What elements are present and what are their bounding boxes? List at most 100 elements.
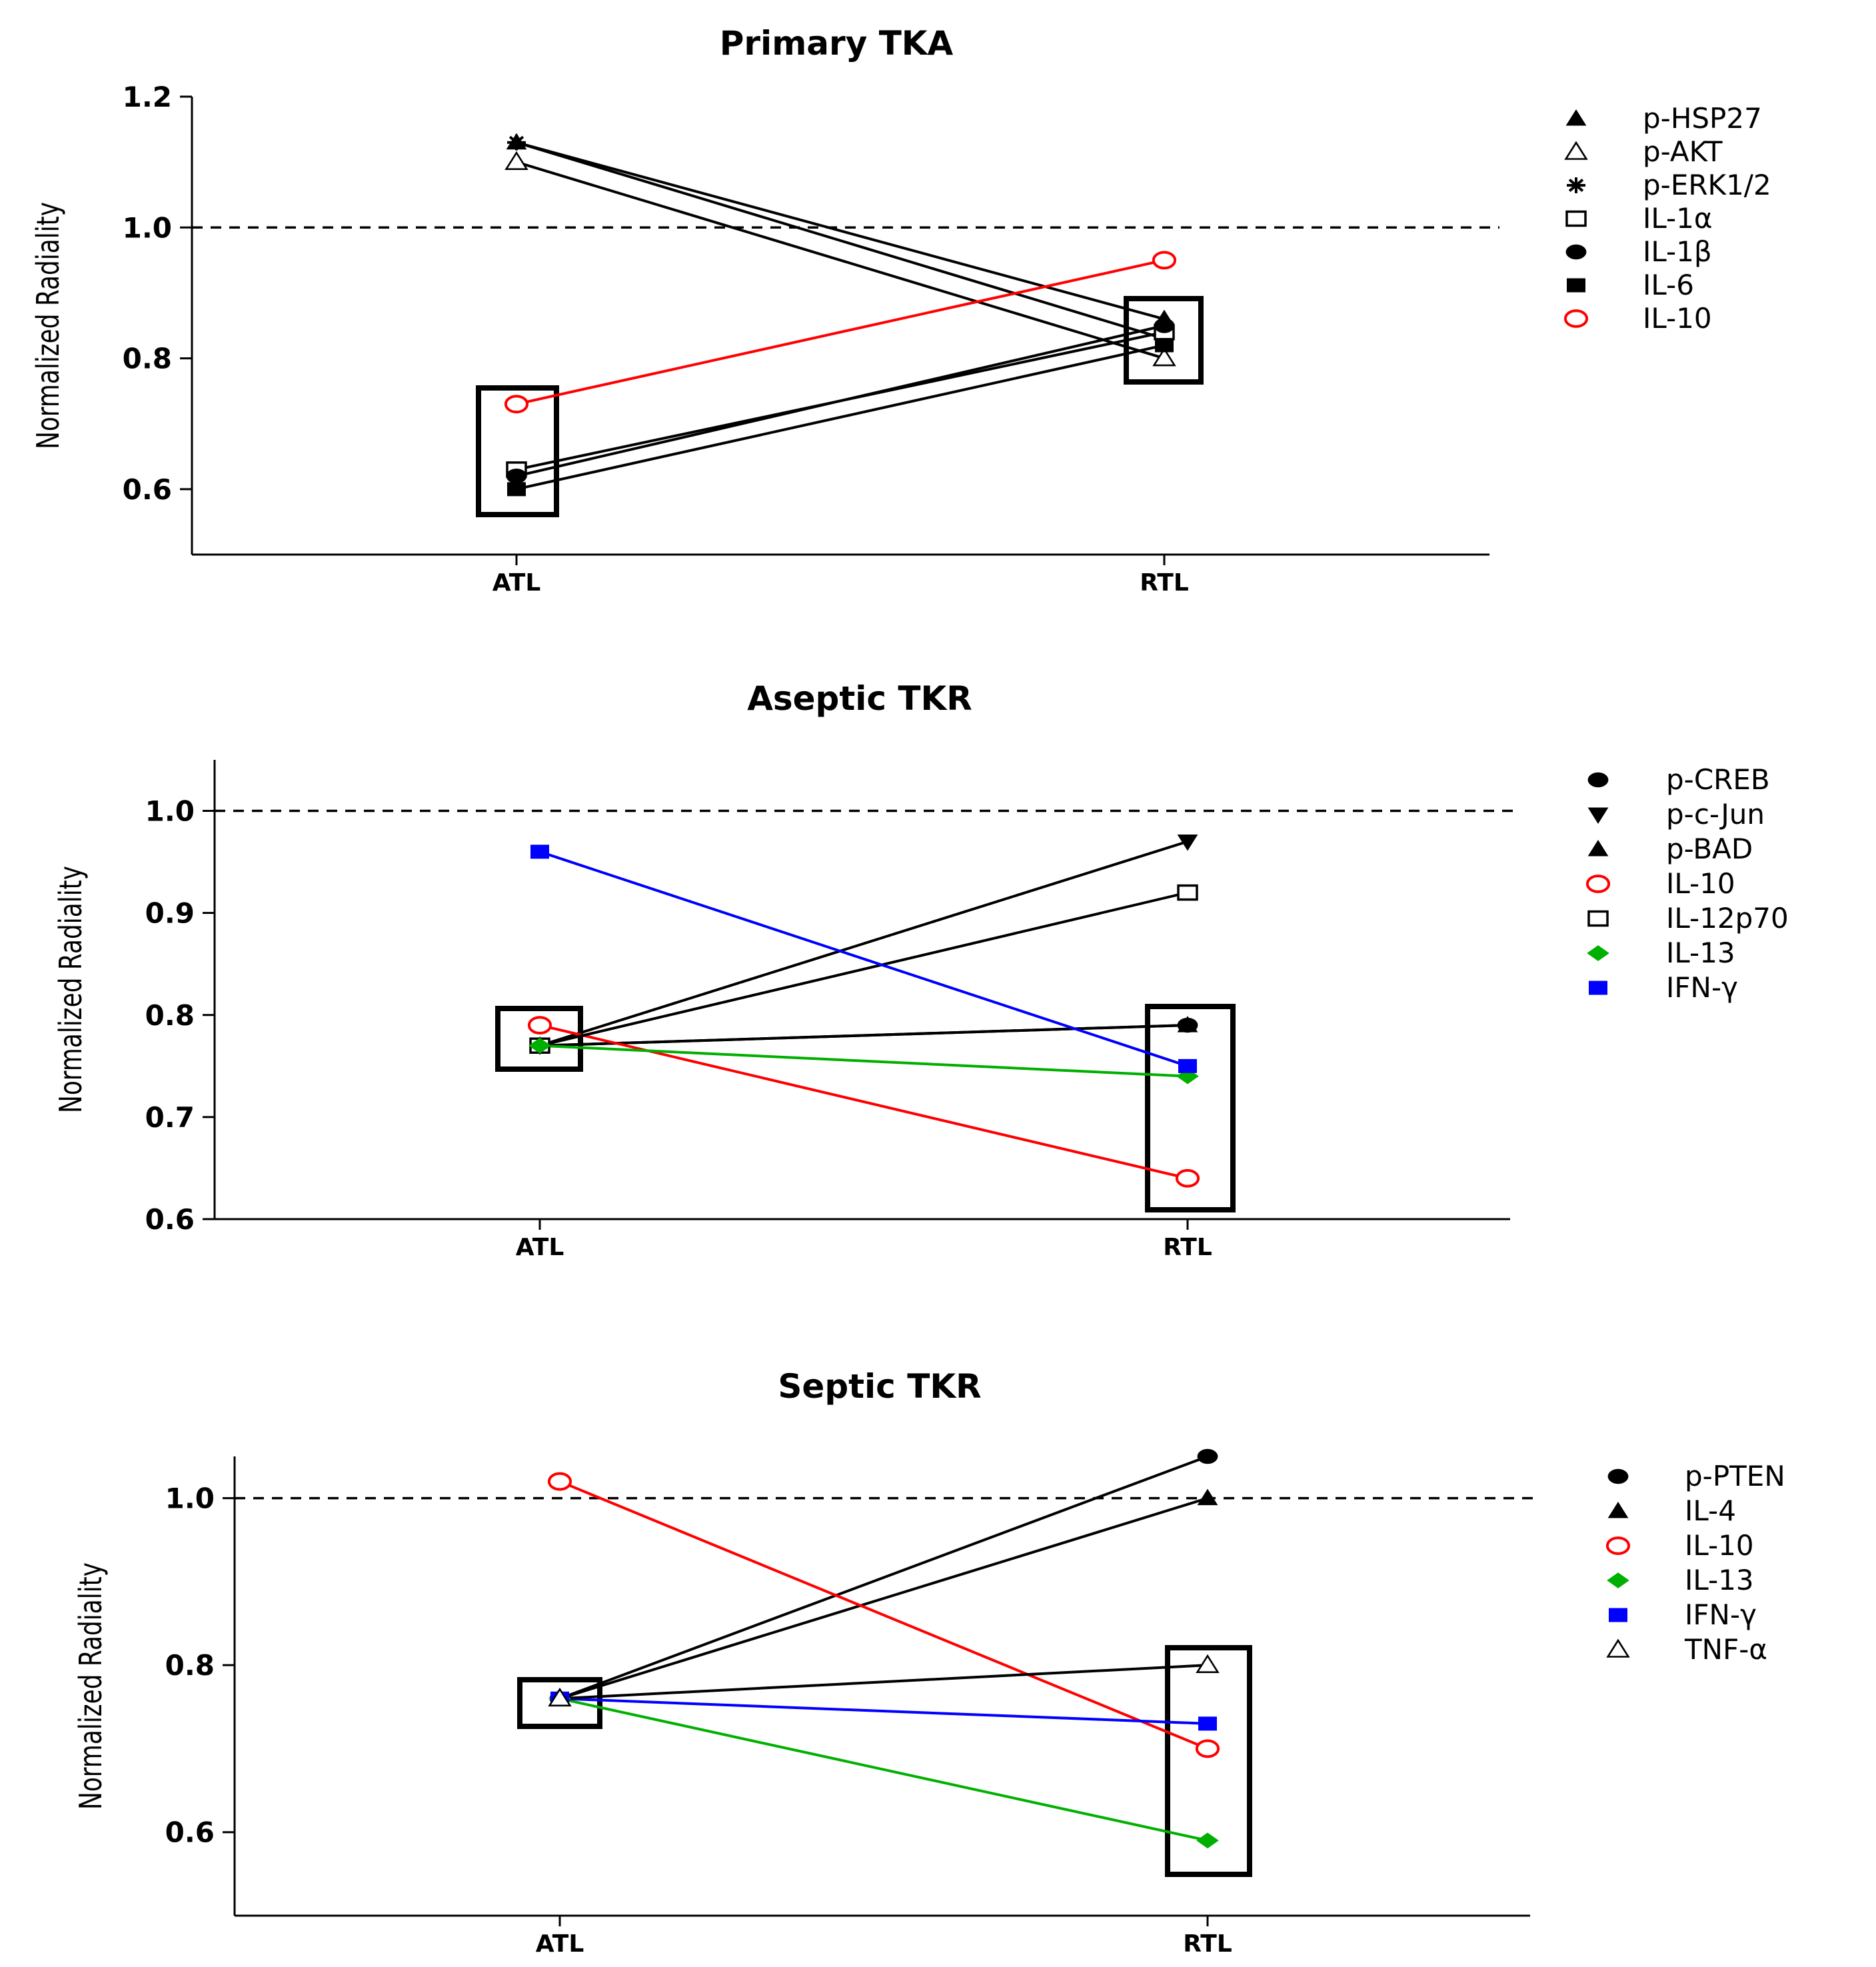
legend-marker <box>1587 772 1609 788</box>
legend-label: IFN-γ <box>1666 971 1738 1004</box>
data-point <box>1178 1058 1197 1073</box>
series-line <box>539 891 1188 1047</box>
data-point <box>528 1037 551 1054</box>
legend-marker <box>1609 1608 1627 1622</box>
y-tick-label: 1.0 <box>123 211 172 244</box>
legend-marker <box>1567 278 1585 293</box>
legend-label: IL-12p70 <box>1666 902 1789 935</box>
data-point <box>1176 1068 1199 1084</box>
series-line <box>559 1697 1208 1725</box>
legend-marker <box>1589 981 1607 995</box>
legend-label: p-BAD <box>1666 833 1753 865</box>
legend-label: p-PTEN <box>1685 1460 1785 1492</box>
y-tick-label: 0.8 <box>165 1649 215 1682</box>
legend-label: IL-10 <box>1685 1529 1754 1562</box>
x-tick-label: RTL <box>1183 1930 1232 1958</box>
series-line <box>539 850 1188 1068</box>
chart-panel-3: Septic TKR 0.6 0.8 1.0 ATL RTL Normalized Radi… <box>73 1367 1785 1958</box>
y-tick-label: 0.8 <box>145 999 195 1032</box>
legend-marker <box>1587 807 1609 824</box>
data-point <box>1175 1168 1200 1188</box>
data-point <box>1177 1016 1198 1032</box>
data-point <box>506 469 527 484</box>
series-line <box>516 324 1165 478</box>
legend-marker <box>1607 1572 1629 1588</box>
y-axis-label: Normalized Radiality <box>73 1562 109 1810</box>
data-point <box>1196 1654 1220 1673</box>
legend-marker <box>1565 244 1587 260</box>
y-tick-label: 1.0 <box>145 795 195 828</box>
legend-label: p-AKT <box>1643 135 1723 168</box>
legend-marker <box>1564 141 1588 160</box>
series-line <box>559 1697 1208 1842</box>
y-tick-label: 0.7 <box>145 1101 195 1134</box>
data-point <box>1195 1739 1220 1758</box>
series-line <box>559 1480 1208 1750</box>
legend-marker <box>1563 309 1589 328</box>
legend-marker <box>1587 945 1609 961</box>
series-line <box>516 161 1165 360</box>
data-point <box>504 151 528 170</box>
legend-label: p-HSP27 <box>1643 102 1762 135</box>
legend-label: p-ERK1/2 <box>1643 169 1771 201</box>
series-line <box>516 141 1165 341</box>
series-line <box>559 1664 1208 1700</box>
legend-label: IL-4 <box>1685 1494 1736 1527</box>
data-point <box>1177 834 1198 851</box>
legend-marker <box>1565 210 1587 227</box>
legend-marker <box>1587 840 1609 857</box>
data-point <box>1152 251 1177 270</box>
series-line <box>559 1455 1208 1700</box>
chart-title: Primary TKA <box>720 24 954 63</box>
y-tick-label: 0.6 <box>123 473 172 506</box>
x-tick-label: ATL <box>536 1930 584 1958</box>
legend-label: IL-10 <box>1643 302 1712 335</box>
legend-label: IL-13 <box>1685 1564 1754 1596</box>
data-point <box>547 1472 572 1491</box>
data-point <box>507 482 526 497</box>
legend: p-CREBp-c-Junp-BADIL-10IL-12p70IL-13IFN-… <box>1585 763 1789 1004</box>
data-point <box>1154 318 1175 333</box>
data-point <box>1155 338 1174 353</box>
legend-label: p-c-Jun <box>1666 798 1765 831</box>
legend-marker <box>1565 109 1587 126</box>
legend-marker <box>1567 177 1585 193</box>
series-line <box>539 1044 1188 1078</box>
cluster-box <box>495 1006 583 1072</box>
y-tick-label: 0.6 <box>145 1203 195 1236</box>
x-tick-label: RTL <box>1163 1234 1212 1261</box>
legend-label: IL-10 <box>1666 867 1735 900</box>
series-line <box>539 840 1188 1047</box>
legend-label: IL-6 <box>1643 269 1694 301</box>
legend-label: IFN-γ <box>1685 1598 1757 1631</box>
data-point <box>504 395 529 414</box>
legend-marker <box>1585 875 1611 893</box>
x-tick-label: ATL <box>492 569 541 597</box>
series-line <box>516 343 1165 491</box>
data-point <box>1198 1716 1217 1731</box>
legend-marker <box>1607 1502 1629 1518</box>
data-point <box>548 1687 572 1707</box>
chart-title: Aseptic TKR <box>747 679 972 718</box>
data-point <box>1177 884 1198 901</box>
legend-label: IL-13 <box>1666 937 1735 969</box>
data-point <box>1196 1832 1219 1849</box>
cluster-box <box>1165 1645 1252 1877</box>
data-point <box>530 845 549 859</box>
x-tick-label: ATL <box>516 1234 564 1261</box>
y-axis-label: Normalized Radiality <box>31 202 67 449</box>
y-axis-label: Normalized Radiality <box>53 866 89 1113</box>
series-line <box>539 1024 1188 1047</box>
series-line <box>516 141 1165 321</box>
data-point <box>1197 1448 1218 1464</box>
cluster-box <box>1145 1004 1236 1212</box>
cluster-box <box>517 1677 602 1729</box>
series-line <box>559 1496 1208 1700</box>
y-tick-label: 0.9 <box>145 897 195 930</box>
x-tick-label: RTL <box>1140 569 1189 597</box>
chart-panel-2: Aseptic TKR 0.6 0.7 0.8 0.9 1.0 ATL RTL Normaliz… <box>53 679 1789 1261</box>
chart-title: Septic TKR <box>778 1367 981 1406</box>
data-point <box>527 1016 552 1034</box>
legend-label: IL-1β <box>1643 235 1712 268</box>
